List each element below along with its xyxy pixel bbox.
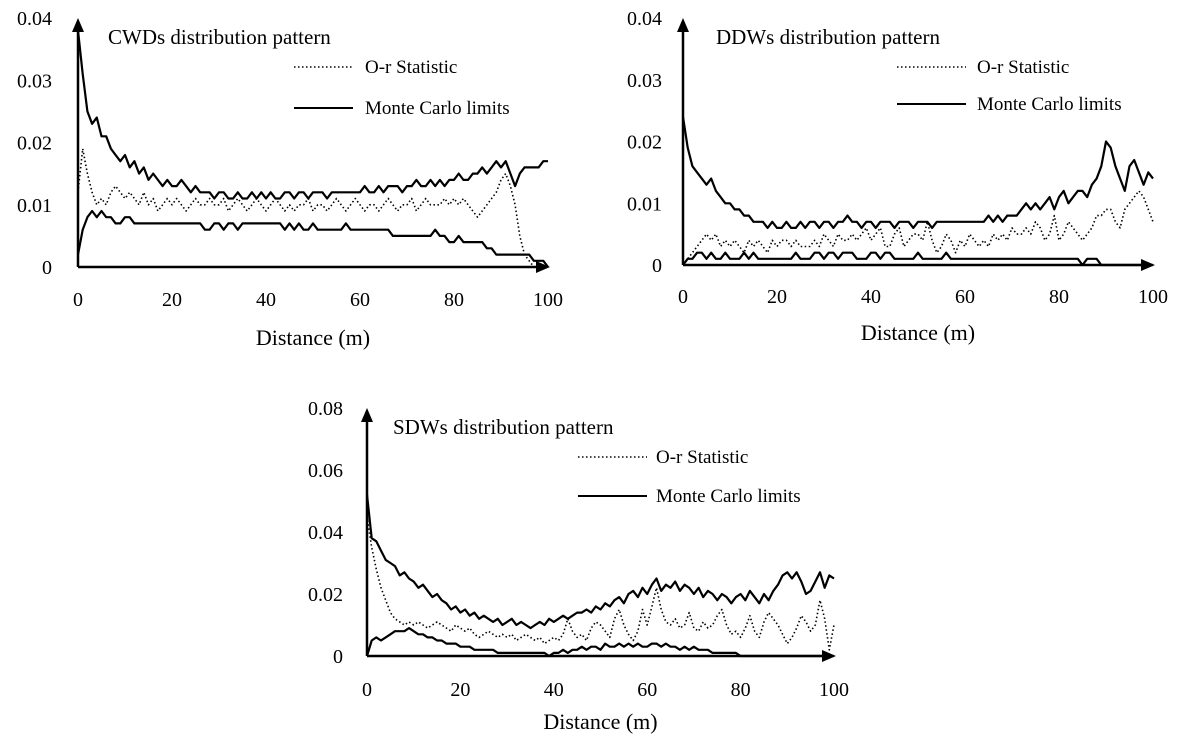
series-line-upper bbox=[76, 30, 548, 200]
legend-label-statistic: O-r Statistic bbox=[656, 447, 748, 468]
chart-panel-1: 0 0.01 0.02 0.03 0.04 0 20 40 60 80 100 Distance (m… bbox=[17, 8, 563, 350]
x-tick-label: 40 bbox=[861, 286, 881, 308]
y-tick-label: 0 bbox=[333, 646, 343, 668]
y-tick-label: 0.04 bbox=[627, 8, 662, 30]
x-tick-label: 40 bbox=[544, 679, 564, 701]
legend-label-limits: Monte Carlo limits bbox=[977, 94, 1122, 115]
x-tick-label: 40 bbox=[256, 289, 276, 311]
y-tick-label: 0.06 bbox=[308, 460, 343, 482]
y-tick-label: 0.01 bbox=[627, 193, 662, 215]
series-line-upper bbox=[365, 494, 835, 630]
y-tick-label: 0.04 bbox=[17, 8, 52, 30]
y-axis-arrow bbox=[72, 18, 84, 32]
y-tick-label: 0 bbox=[652, 255, 662, 277]
x-tick-label: 100 bbox=[819, 679, 849, 701]
x-tick-label: 20 bbox=[450, 679, 470, 701]
chart-panel-3: 0 0.02 0.04 0.06 0.08 0 20 40 60 80 100 Distance (m… bbox=[308, 398, 849, 734]
x-tick-label: 0 bbox=[678, 286, 688, 308]
legend-label-limits: Monte Carlo limits bbox=[656, 486, 801, 507]
chart-panel-2: 0 0.01 0.02 0.03 0.04 0 20 40 60 80 100 Distance (m… bbox=[627, 8, 1168, 345]
y-tick-label: 0.08 bbox=[308, 398, 343, 420]
x-axis-title: Distance (m) bbox=[861, 320, 975, 345]
series-line-lower bbox=[682, 251, 1153, 267]
series-line-lower bbox=[76, 209, 549, 268]
legend-label-statistic: O-r Statistic bbox=[365, 57, 457, 78]
x-tick-label: 0 bbox=[73, 289, 83, 311]
y-tick-label: 0.02 bbox=[627, 132, 662, 154]
y-tick-label: 0 bbox=[42, 257, 52, 279]
y-tick-label: 0.02 bbox=[308, 584, 343, 606]
x-tick-label: 100 bbox=[533, 289, 563, 311]
series-line-lower bbox=[365, 627, 834, 658]
y-tick-label: 0.03 bbox=[17, 70, 52, 92]
x-tick-label: 80 bbox=[444, 289, 464, 311]
x-axis-title: Distance (m) bbox=[256, 325, 370, 350]
legend-label-limits: Monte Carlo limits bbox=[365, 98, 510, 119]
series-line-upper bbox=[681, 116, 1154, 229]
x-axis-title: Distance (m) bbox=[543, 709, 657, 734]
y-tick-label: 0.01 bbox=[17, 195, 52, 217]
x-tick-label: 80 bbox=[1049, 286, 1069, 308]
chart-title: CWDs distribution pattern bbox=[108, 25, 331, 49]
series-line-statistic bbox=[682, 190, 1154, 266]
x-tick-label: 20 bbox=[767, 286, 787, 308]
y-tick-label: 0.02 bbox=[17, 133, 52, 155]
series-line-statistic bbox=[77, 147, 548, 268]
chart-title: SDWs distribution pattern bbox=[393, 415, 614, 439]
y-tick-label: 0.03 bbox=[627, 70, 662, 92]
x-tick-label: 60 bbox=[350, 289, 370, 311]
x-tick-label: 60 bbox=[637, 679, 657, 701]
x-axis-arrow bbox=[536, 261, 550, 273]
y-tick-label: 0.04 bbox=[308, 522, 343, 544]
y-axis-arrow bbox=[677, 18, 689, 32]
x-tick-label: 0 bbox=[362, 679, 372, 701]
x-tick-label: 100 bbox=[1138, 286, 1168, 308]
legend-label-statistic: O-r Statistic bbox=[977, 57, 1069, 78]
x-tick-label: 80 bbox=[731, 679, 751, 701]
y-axis-arrow bbox=[361, 408, 373, 422]
x-tick-label: 60 bbox=[955, 286, 975, 308]
chart-title: DDWs distribution pattern bbox=[716, 25, 940, 49]
series-line-statistic bbox=[366, 516, 835, 651]
x-tick-label: 20 bbox=[162, 289, 182, 311]
